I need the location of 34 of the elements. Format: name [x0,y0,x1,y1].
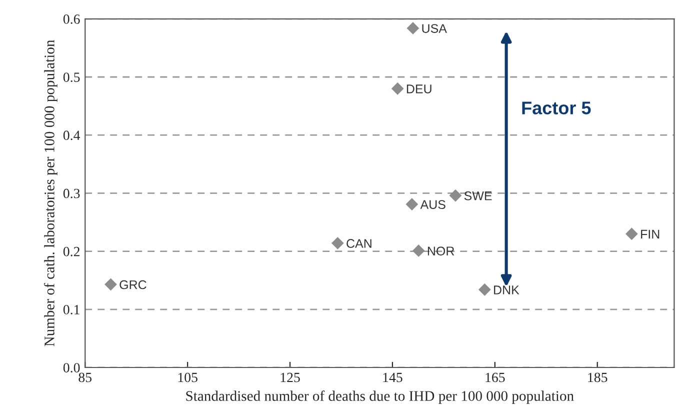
x-tick-label: 125 [280,372,300,382]
y-tick-label: 0.2 [63,246,80,256]
series-label: AUS [420,200,446,209]
series-label: CAN [346,239,372,248]
series-label: DNK [494,286,520,294]
point [406,22,420,34]
series-label: SWE [464,191,492,200]
y-tick-label: 0.0 [63,363,80,373]
point [478,283,491,296]
series-label: NOR [428,246,454,256]
point [391,82,404,95]
point [412,244,425,257]
series-label: DEU [406,84,432,94]
y-tick-label: 0.4 [63,130,80,140]
x-tick-label: 85 [78,372,92,382]
x-tick-label: 185 [588,372,608,382]
y-axis-title: Number of cath. laboratories per 100 000 population [44,40,58,346]
x-tick-label: 105 [178,372,198,382]
point [331,236,344,250]
point [406,198,418,210]
y-tick-label: 0.5 [63,72,80,82]
y-tick-label: 0.3 [63,188,80,198]
series-label: USA [422,24,447,33]
annotation: Factor 5 [522,102,591,114]
x-axis-title: Standardised number of deaths due to IHD per 100 000 population [186,390,574,404]
x-tick-label: 145 [383,372,402,382]
series-label: GRC [120,280,146,290]
point [104,278,117,291]
point [449,189,462,202]
y-tick-label: 0.1 [63,304,80,314]
x-tick-label: 165 [486,372,505,382]
y-tick-label: 0.6 [63,14,80,24]
point [625,228,638,240]
series-label: FIN [641,230,660,238]
